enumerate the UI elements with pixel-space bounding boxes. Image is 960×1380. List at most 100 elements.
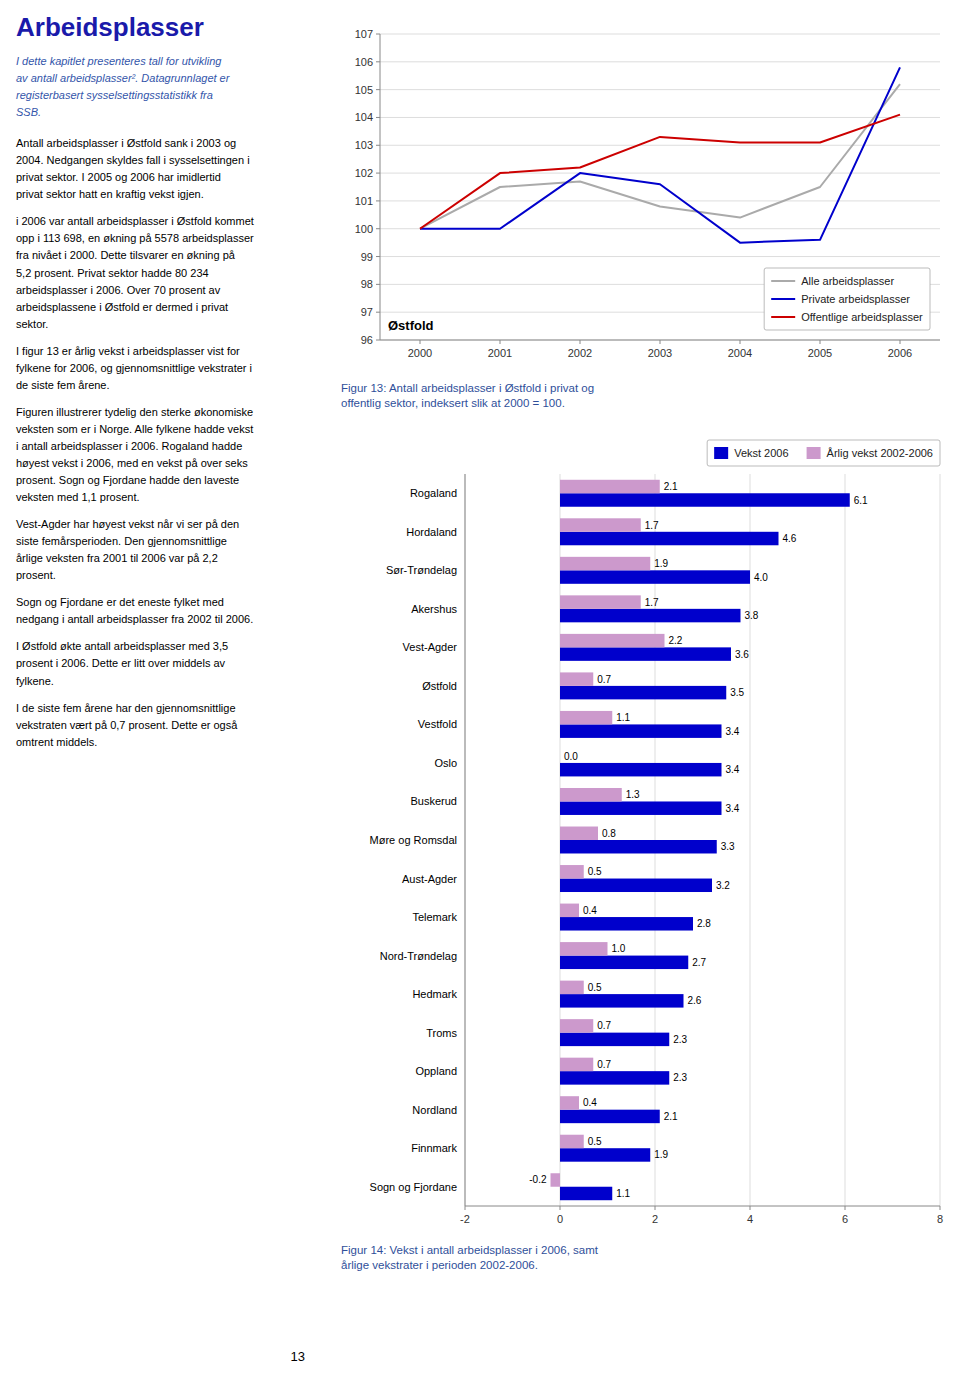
bar: [560, 1187, 612, 1200]
category-label: Sogn og Fjordane: [370, 1181, 457, 1193]
x-tick: [560, 1206, 561, 1210]
y-tick-label: 97: [361, 306, 373, 318]
category-label: Sør-Trøndelag: [386, 564, 457, 576]
bar: [560, 840, 717, 853]
data-label: 0.8: [602, 828, 616, 839]
data-label: 4.6: [783, 533, 797, 544]
grid: [380, 34, 940, 340]
bar: [560, 1096, 579, 1109]
bar: [560, 1148, 650, 1161]
data-label: -0.2: [529, 1174, 547, 1185]
y-tick: [376, 61, 380, 62]
bar: [560, 532, 779, 545]
bar: [560, 634, 665, 647]
bar: [560, 672, 593, 685]
bar: [560, 609, 741, 622]
x-tick: [845, 1206, 846, 1210]
legend-frame: [707, 440, 940, 466]
data-label: 3.8: [745, 610, 759, 621]
y-tick-label: 100: [355, 223, 373, 235]
grid-line: [380, 256, 940, 257]
data-label: 2.2: [669, 635, 683, 646]
bar: [560, 942, 608, 955]
data-label: 1.7: [645, 597, 659, 608]
category-label: Finnmark: [411, 1142, 457, 1154]
data-label: 1.1: [616, 712, 630, 723]
legend-label: Alle arbeidsplasser: [801, 275, 894, 287]
bar: [560, 518, 641, 531]
y-tick: [376, 340, 380, 341]
y-tick-label: 106: [355, 56, 373, 68]
data-label: 0.0: [564, 751, 578, 762]
bar: [560, 1019, 593, 1032]
category-label: Østfold: [422, 680, 457, 692]
bar: [560, 647, 731, 660]
grid-line: [845, 474, 846, 1206]
x-tick-label: 2002: [568, 347, 592, 359]
bar: [560, 788, 622, 801]
body-paragraph: I de siste fem årene har den gjennomsnit…: [16, 700, 321, 751]
body-paragraph: Vest-Agder har høyest vekst når vi ser p…: [16, 516, 321, 584]
bar: [560, 570, 750, 583]
data-label: 2.3: [673, 1072, 687, 1083]
y-tick-label: 103: [355, 139, 373, 151]
body-paragraph: I figur 13 er årlig vekst i arbeidsplass…: [16, 343, 321, 394]
legend-label: Årlig vekst 2002-2006: [827, 447, 933, 459]
x-tick-label: 0: [557, 1213, 563, 1225]
x-tick-label: 2004: [728, 347, 752, 359]
x-tick: [940, 1206, 941, 1210]
legend: Vekst 2006 Årlig vekst 2002-2006: [707, 440, 940, 466]
figure-caption: Figur 13: Antall arbeidsplasser i Østfol…: [341, 382, 594, 409]
bar: [560, 480, 660, 493]
bar: [560, 981, 584, 994]
bar: [560, 1135, 584, 1148]
y-tick: [376, 145, 380, 146]
body-paragraph: Antall arbeidsplasser i Østfold sank i 2…: [16, 135, 321, 203]
category-label: Vest-Agder: [403, 641, 458, 653]
x-tick-label: -2: [460, 1213, 470, 1225]
x-tick-label: 8: [937, 1213, 943, 1225]
plot-area: [551, 480, 850, 1200]
data-label: 0.5: [588, 1136, 602, 1147]
category-label: Troms: [426, 1027, 457, 1039]
bar: [560, 994, 684, 1007]
category-label: Buskerud: [411, 795, 457, 807]
body-paragraph: I Østfold økte antall arbeidsplasser med…: [16, 638, 321, 689]
x-tick-label: 4: [747, 1213, 753, 1225]
data-label: 2.6: [688, 995, 702, 1006]
legend-swatch: [771, 316, 795, 318]
category-label: Hedmark: [412, 988, 457, 1000]
legend-item: Vekst 2006: [714, 447, 788, 459]
category-label: Telemark: [412, 911, 457, 923]
x-tick-label: 2003: [648, 347, 672, 359]
y-tick: [376, 34, 380, 35]
data-label: 1.3: [626, 789, 640, 800]
grid-line: [380, 173, 940, 174]
data-label: 1.9: [654, 1149, 668, 1160]
data-label: 3.6: [735, 649, 749, 660]
data-labels: 6.14.64.03.83.63.53.43.43.43.33.22.82.72…: [529, 481, 868, 1199]
y-tick: [376, 312, 380, 313]
body-paragraph: Figuren illustrerer tydelig den sterke ø…: [16, 404, 321, 506]
x-tick: [420, 340, 421, 344]
grid-line: [380, 145, 940, 146]
bar: [560, 749, 561, 762]
bar: [560, 904, 579, 917]
bar: [560, 763, 722, 776]
legend-item: Årlig vekst 2002-2006: [807, 447, 933, 459]
series-line: [420, 67, 900, 242]
y-axis-line: [380, 34, 381, 340]
x-tick-label: 2: [652, 1213, 658, 1225]
x-tick: [820, 340, 821, 344]
bar: [551, 1173, 561, 1186]
bar: [560, 686, 726, 699]
bar: [560, 1110, 660, 1123]
x-tick-label: 2001: [488, 347, 512, 359]
plot-area: [420, 67, 900, 242]
y-tick: [376, 117, 380, 118]
y-tick-label: 99: [361, 251, 373, 263]
data-label: 1.0: [612, 943, 626, 954]
bar: [560, 557, 650, 570]
x-tick: [660, 340, 661, 344]
category-label: Oppland: [415, 1065, 457, 1077]
